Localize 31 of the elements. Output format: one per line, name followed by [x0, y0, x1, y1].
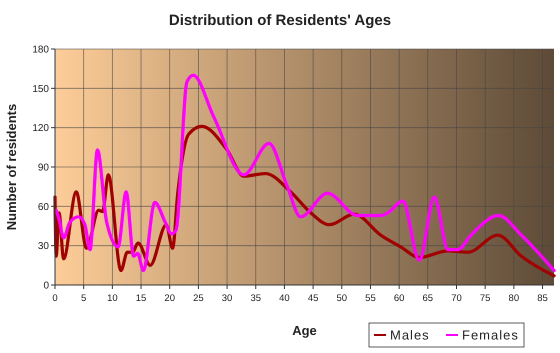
chart-title: Distribution of Residents' Ages — [168, 12, 392, 29]
x-tick-label: 15 — [136, 293, 146, 304]
x-axis-title: Age — [292, 323, 317, 338]
y-tick-label: 30 — [38, 241, 50, 252]
x-tick-label: 30 — [222, 293, 232, 304]
y-tick-label: 180 — [32, 44, 50, 56]
y-tick-label: 90 — [38, 162, 50, 174]
x-tick-label: 35 — [250, 293, 262, 304]
x-tick-label: 40 — [279, 293, 290, 304]
x-tick-label: 65 — [422, 293, 434, 304]
x-tick-label: 80 — [508, 293, 520, 304]
legend-label: Females — [462, 328, 519, 343]
x-tick-label: 25 — [193, 293, 204, 304]
x-tick-label: 60 — [394, 293, 404, 304]
x-tick-label: 45 — [308, 293, 318, 304]
x-tick-label: 5 — [81, 293, 86, 304]
y-tick-label: 0 — [43, 280, 50, 292]
y-tick-label: 150 — [32, 84, 50, 95]
y-tick-label: 60 — [38, 202, 50, 213]
legend-label: Males — [390, 328, 430, 343]
y-axis-title: Number of residents — [4, 104, 19, 230]
x-tick-label: 10 — [107, 293, 118, 304]
x-tick-label: 0 — [52, 293, 58, 304]
x-tick-label: 75 — [480, 293, 490, 304]
y-tick-label: 120 — [32, 123, 50, 134]
x-tick-label: 20 — [164, 293, 175, 304]
line-series — [54, 74, 556, 272]
x-tick-label: 55 — [365, 293, 376, 304]
x-tick-label: 85 — [537, 293, 548, 304]
x-tick-label: 70 — [451, 293, 462, 304]
x-tick-label: 50 — [336, 293, 348, 304]
